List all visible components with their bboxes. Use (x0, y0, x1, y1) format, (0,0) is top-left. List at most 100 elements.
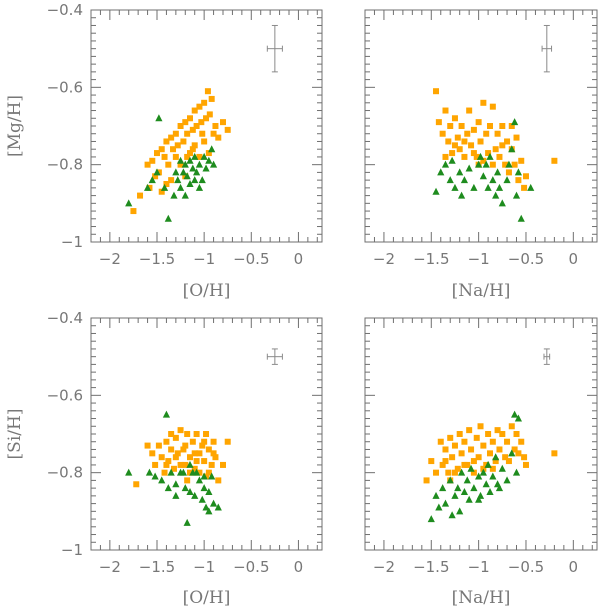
data-point-square (201, 99, 208, 106)
data-point-square (224, 126, 231, 133)
data-point-square (522, 461, 529, 468)
data-point-square (485, 431, 492, 437)
data-point-square (163, 461, 170, 468)
data-point-triangle (492, 453, 500, 461)
data-point-triangle (432, 187, 440, 195)
data-point-triangle (200, 484, 208, 492)
data-point-square (475, 454, 482, 461)
data-point-square (502, 161, 509, 168)
data-point-triangle (448, 156, 456, 164)
data-point-square (521, 454, 528, 461)
data-point-square (489, 103, 496, 110)
data-point-triangle (200, 152, 208, 160)
data-point-triangle (489, 472, 497, 480)
data-point-square (198, 119, 205, 126)
x-tick-label: −1.5 (413, 250, 449, 268)
data-point-triangle (511, 118, 519, 126)
data-point-triangle (512, 468, 521, 476)
data-point-triangle (456, 507, 464, 515)
data-point-square (199, 130, 206, 137)
data-point-square (470, 458, 477, 465)
data-point-square (184, 153, 191, 160)
series-triangles (125, 114, 218, 222)
x-tick-label: 0 (569, 250, 579, 268)
data-point-triangle (484, 183, 492, 191)
data-point-triangle (465, 495, 473, 503)
data-point-square (456, 146, 463, 153)
data-point-triangle (164, 214, 172, 222)
data-point-square (133, 481, 140, 488)
data-point-triangle (172, 168, 180, 176)
data-point-triangle (145, 468, 154, 476)
data-point-square (189, 126, 196, 133)
data-point-triangle (514, 168, 523, 176)
x-tick-label: 0 (569, 558, 579, 576)
data-point-square (439, 461, 446, 468)
data-point-square (480, 442, 487, 449)
data-point-square (220, 119, 226, 126)
series-squares (433, 88, 558, 191)
data-point-square (184, 130, 191, 137)
data-point-triangle (498, 199, 506, 207)
data-point-triangle (441, 160, 450, 168)
series-squares (423, 423, 558, 484)
y-tick-label: −1 (61, 233, 83, 251)
data-point-square (470, 126, 477, 133)
series-triangles (125, 410, 222, 526)
series-squares (133, 427, 231, 488)
data-point-triangle (195, 160, 204, 168)
x-axis-label: [O/H] (183, 281, 231, 301)
data-point-triangle (498, 464, 506, 472)
data-point-triangle (209, 160, 218, 168)
x-tick-label: −1 (468, 558, 490, 576)
data-point-square (423, 477, 430, 484)
data-point-square (215, 477, 222, 484)
data-point-square (470, 150, 477, 157)
data-point-square (511, 161, 518, 168)
data-point-square (433, 88, 440, 95)
data-point-square (449, 150, 456, 157)
data-point-square (442, 153, 449, 160)
data-point-triangle (503, 476, 511, 484)
data-point-triangle (191, 176, 199, 184)
data-point-square (496, 446, 503, 453)
data-point-square (515, 177, 522, 184)
data-point-triangle (193, 468, 201, 476)
data-point-triangle (181, 484, 189, 492)
error-bar (543, 348, 551, 365)
data-point-triangle (176, 183, 185, 191)
data-point-square (451, 442, 458, 449)
y-tick-label: −1 (61, 541, 83, 559)
series-squares (130, 88, 231, 215)
x-tick-label: −1 (193, 250, 215, 268)
data-point-square (152, 461, 159, 468)
data-point-triangle (191, 491, 199, 499)
data-point-triangle (475, 160, 483, 168)
plot-frame (364, 317, 598, 551)
data-point-triangle (514, 414, 523, 422)
data-point-square (196, 103, 203, 110)
data-point-triangle (493, 168, 502, 176)
y-tick-label: −0.6 (47, 78, 83, 96)
data-point-square (205, 150, 212, 157)
data-point-square (210, 130, 217, 137)
data-point-square (177, 123, 184, 129)
data-point-square (193, 431, 200, 437)
data-point-square (439, 130, 446, 137)
data-point-square (163, 438, 170, 445)
data-point-square (521, 184, 528, 191)
data-point-square (174, 450, 181, 457)
data-point-triangle (167, 468, 175, 476)
data-point-triangle (198, 495, 206, 503)
data-point-square (144, 161, 151, 168)
data-point-square (454, 134, 461, 141)
x-tick-label: −1.5 (139, 250, 175, 268)
data-point-square (445, 138, 452, 145)
data-point-square (155, 442, 162, 449)
data-point-square (168, 431, 175, 437)
data-point-square (461, 461, 468, 468)
data-point-triangle (457, 468, 466, 476)
data-point-square (172, 434, 179, 441)
data-point-triangle (517, 214, 525, 222)
data-point-square (551, 450, 558, 457)
